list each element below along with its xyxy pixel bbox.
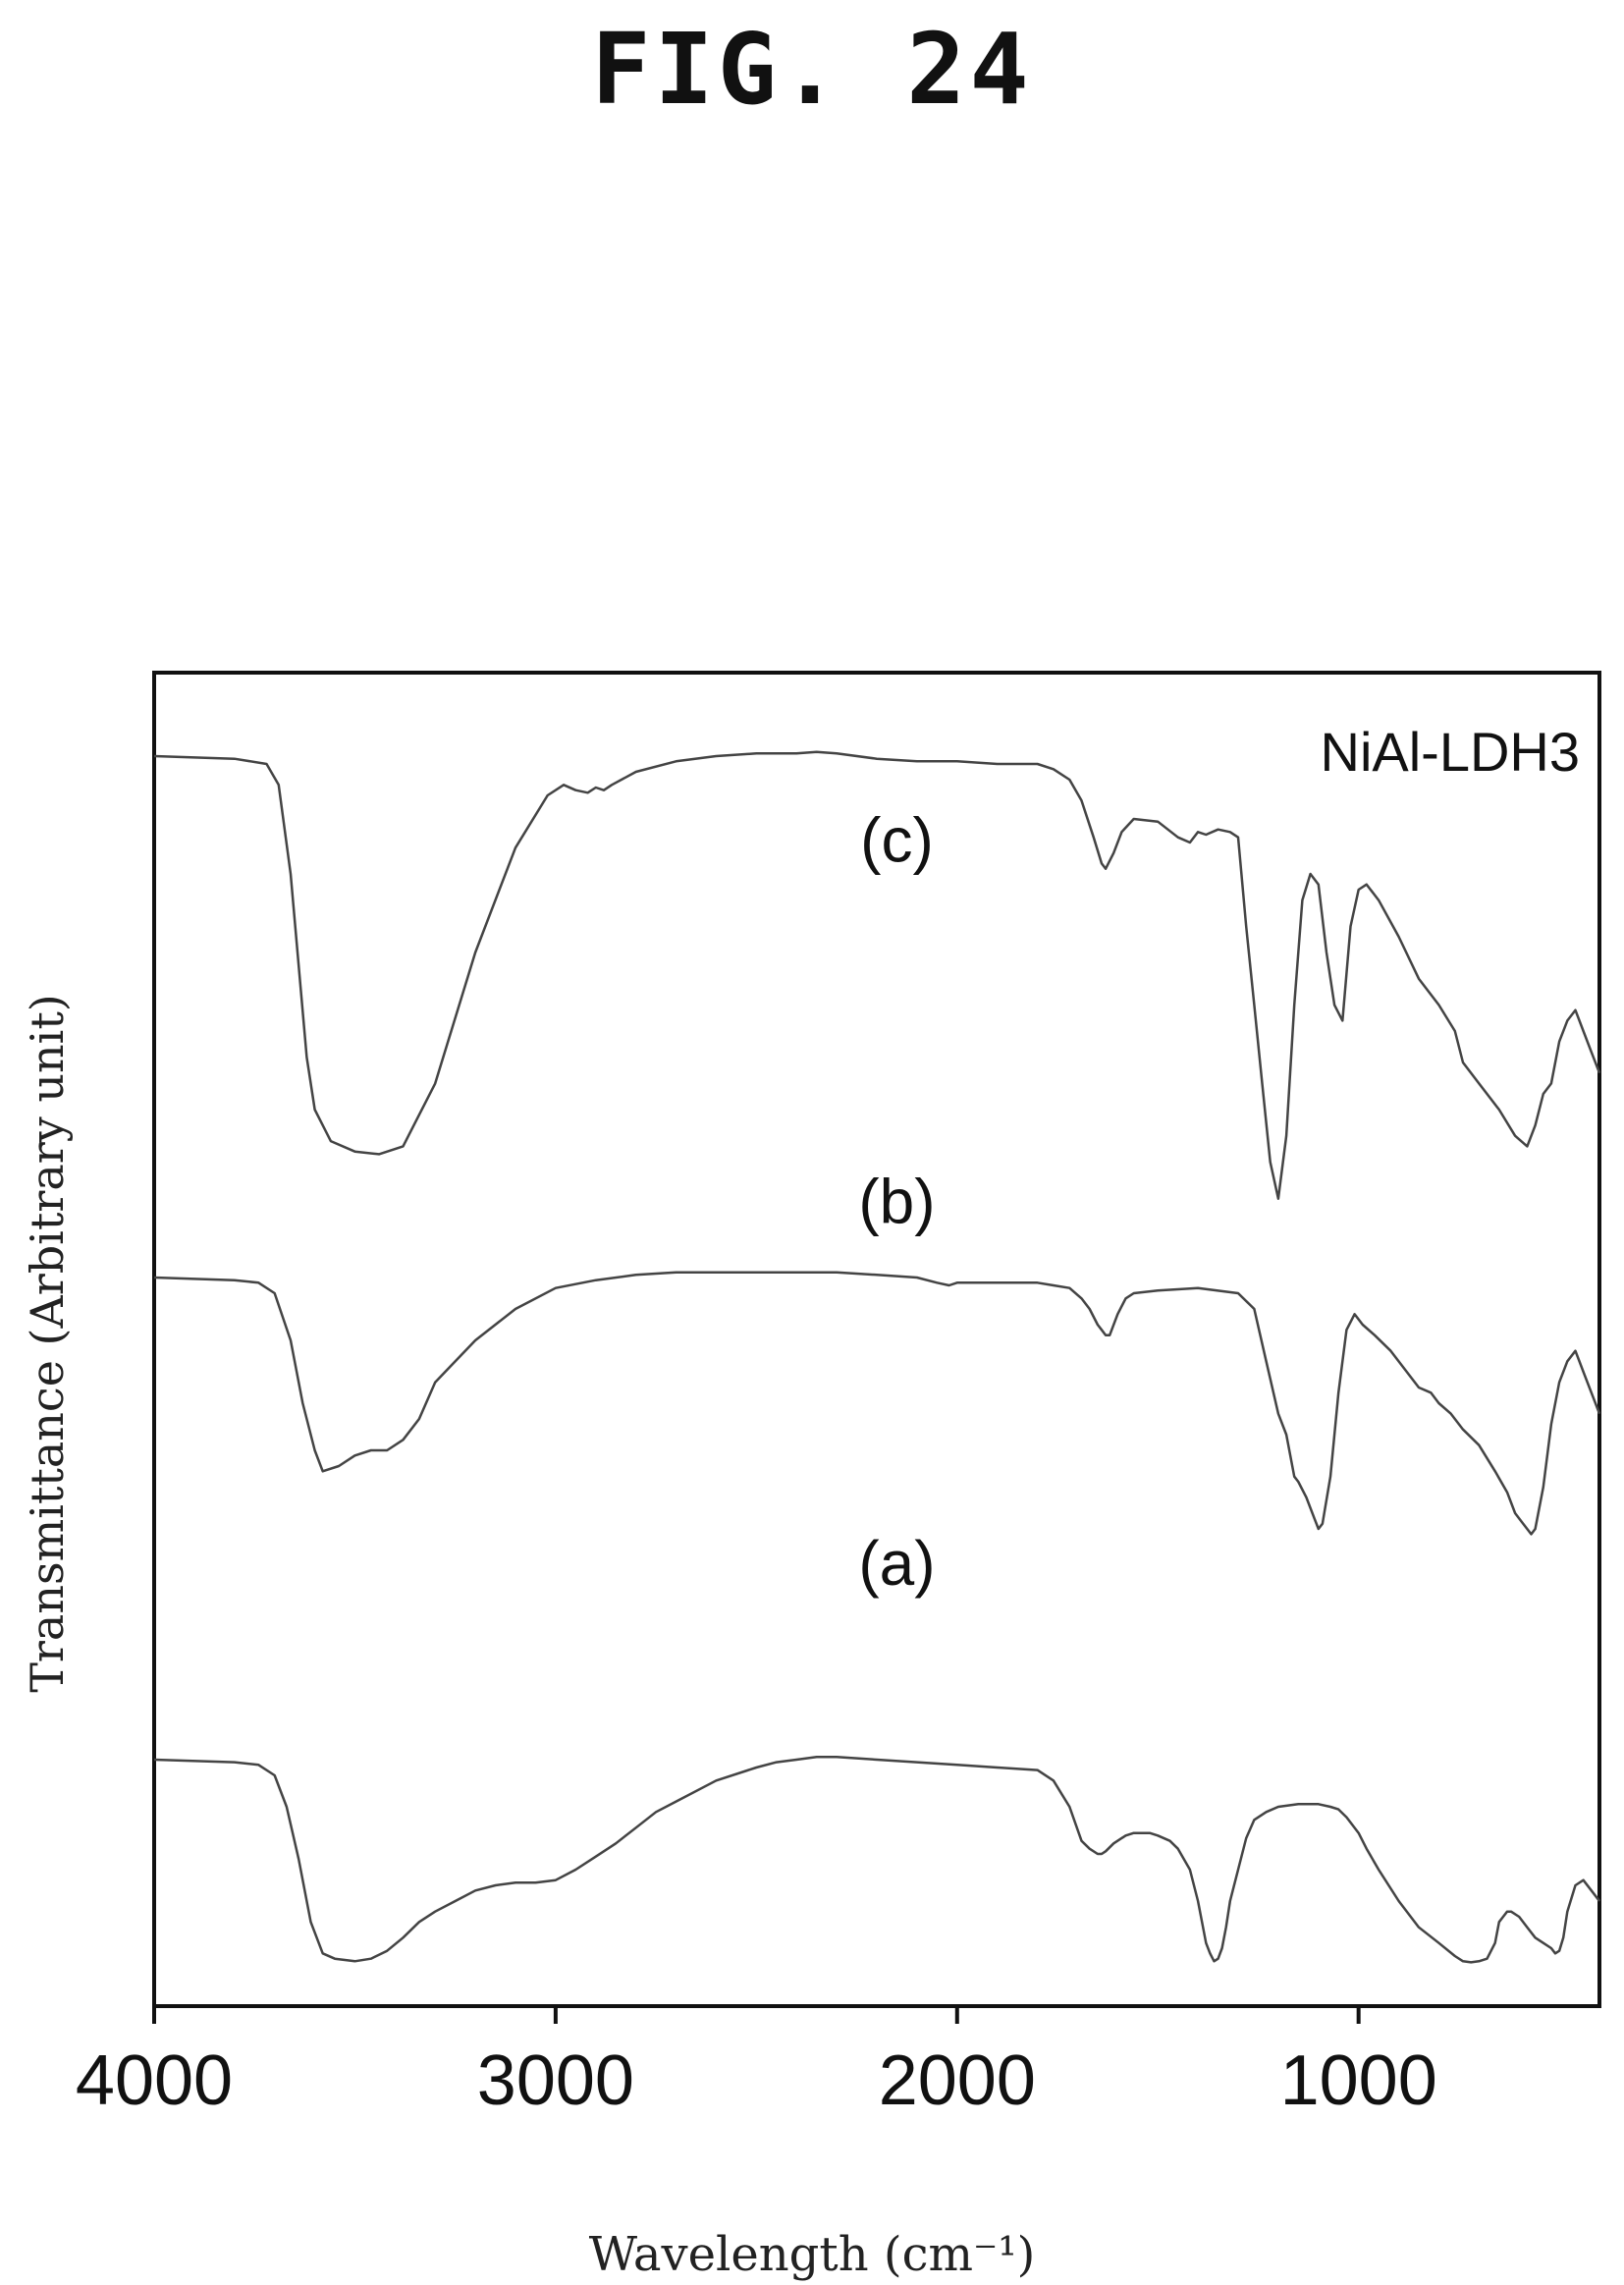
x-tick-label: 1000 xyxy=(1280,2041,1437,2120)
x-axis-label: Wavelength (cm⁻¹) xyxy=(588,2227,1036,2282)
x-tick-label: 2000 xyxy=(879,2041,1036,2120)
x-ticks: 4000 3000 2000 1000 xyxy=(76,2006,1437,2120)
plot-frame xyxy=(152,671,1601,2008)
series-label-a: (a) xyxy=(858,1528,935,1599)
series-group xyxy=(153,750,1601,1964)
spectrum-line-c xyxy=(153,750,1601,1200)
series-label-c: (c) xyxy=(860,804,934,875)
spectrum-line-b xyxy=(153,1271,1601,1536)
spectrum-line-a xyxy=(153,1756,1600,1964)
x-tick-label: 3000 xyxy=(477,2041,634,2120)
sample-annotation: NiAl-LDH3 xyxy=(1321,721,1581,783)
series-label-b: (b) xyxy=(858,1167,935,1237)
series-labels: (c) (b) (a) xyxy=(858,804,935,1599)
figure-title: FIG. 24 xyxy=(591,12,1033,127)
x-tick-label: 4000 xyxy=(76,2041,233,2120)
